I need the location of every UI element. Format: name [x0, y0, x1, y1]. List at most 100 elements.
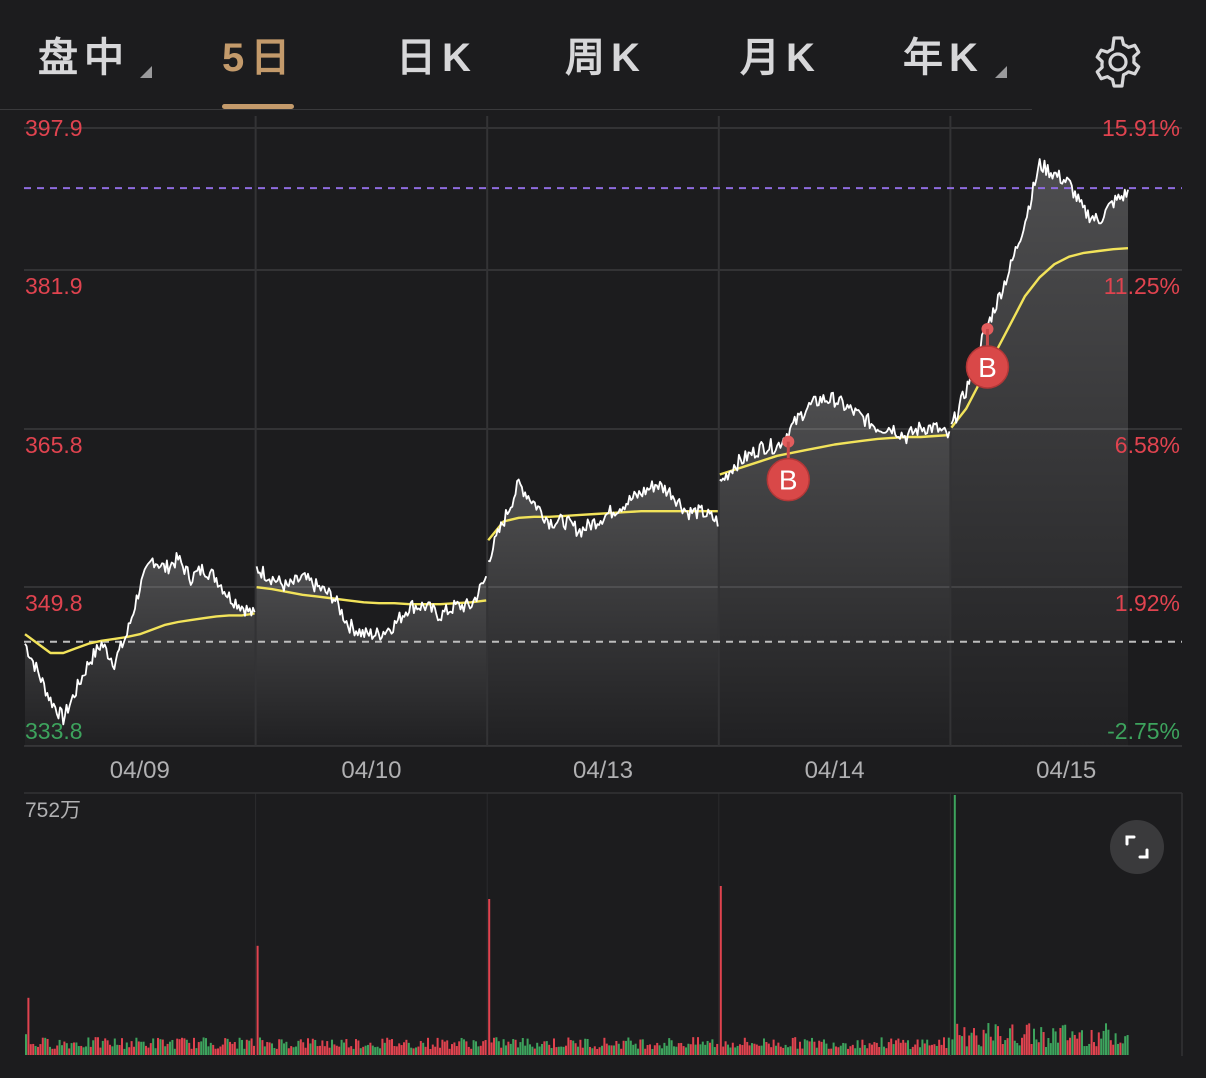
volume-bar [507, 1041, 510, 1055]
volume-bar [851, 1044, 854, 1055]
gear-icon[interactable] [1088, 32, 1148, 92]
tab-label: 年K [903, 36, 984, 80]
volume-bar [304, 1047, 307, 1055]
volume-bar [463, 1039, 465, 1055]
volume-bar [1100, 1038, 1103, 1055]
volume-bar [639, 1039, 642, 1055]
volume-bar [188, 1042, 191, 1055]
reference-lines [24, 187, 1182, 643]
volume-bar [687, 1043, 690, 1055]
volume-bar [731, 1042, 734, 1055]
volume-bar [340, 1039, 343, 1055]
tab-label: 日K [396, 36, 477, 80]
volume-bar [926, 1039, 929, 1055]
volume-bar [892, 1044, 895, 1055]
volume-bar [734, 1047, 737, 1055]
volume-bar [1073, 1034, 1076, 1055]
volume-bar [352, 1048, 355, 1055]
volume-bar [825, 1043, 828, 1055]
price-line [719, 391, 951, 482]
y-tick-label-left: 365.8 [25, 432, 83, 458]
volume-bar [1114, 1033, 1117, 1055]
volume-bar [27, 997, 30, 1055]
price-area-fill [25, 159, 1128, 746]
volume-bar [195, 1048, 198, 1055]
y-tick-label-right: 1.92% [1115, 590, 1180, 616]
volume-bar [839, 1045, 842, 1055]
volume-bar [1078, 1032, 1081, 1055]
price-line [950, 158, 1129, 425]
volume-bar [280, 1039, 283, 1055]
volume-bar [400, 1045, 403, 1055]
volume-bar [1124, 1036, 1127, 1055]
tab-intraday[interactable]: 盘中 [38, 30, 152, 86]
volume-bar [398, 1043, 401, 1055]
volume-bar [890, 1038, 893, 1055]
volume-bar [403, 1042, 405, 1055]
volume-bar [193, 1037, 195, 1055]
volume-bar [999, 1036, 1002, 1055]
tab-monthly-k[interactable]: 月K [740, 30, 821, 86]
volume-bar [328, 1047, 331, 1055]
volume-bar [1107, 1029, 1110, 1055]
volume-bar [914, 1044, 917, 1055]
volume-bar [1016, 1043, 1019, 1055]
volume-bar [509, 1043, 512, 1055]
volume-bar [49, 1046, 51, 1055]
volume-bar [649, 1044, 651, 1055]
volume-bar [169, 1041, 171, 1055]
tab-daily-k[interactable]: 日K [396, 30, 477, 86]
volume-bar [451, 1044, 453, 1055]
volume-bar [446, 1040, 449, 1055]
volume-bar [1001, 1044, 1004, 1055]
volume-bar [514, 1039, 517, 1055]
volume-bar [644, 1048, 647, 1055]
volume-bar [101, 1040, 104, 1055]
volume-bar [806, 1040, 809, 1055]
buy-badge [965, 345, 1010, 389]
volume-bar [758, 1045, 761, 1055]
volume-bar [355, 1039, 357, 1055]
buy-badge-label: B [779, 465, 798, 496]
price-area [256, 566, 487, 746]
tab-5day[interactable]: 5日 [222, 30, 296, 86]
volume-bar [505, 1045, 507, 1055]
volume-bar [701, 1041, 704, 1055]
trade-markers: BB [766, 322, 1010, 502]
buy-badge-label: B [978, 352, 997, 383]
y-tick-label-right: -2.75% [1107, 718, 1180, 744]
volume-bar [965, 1046, 968, 1055]
volume-bar [497, 1041, 500, 1055]
volume-bar [641, 1039, 644, 1055]
volume-bar [1119, 1042, 1122, 1055]
volume-bar [171, 1039, 174, 1055]
volume-bar [104, 1038, 107, 1055]
y-tick-label-left: 333.8 [25, 718, 83, 744]
volume-bar [994, 1024, 997, 1055]
volume-bar [548, 1044, 551, 1055]
volume-bar [885, 1048, 888, 1055]
volume-bar [601, 1045, 603, 1055]
tab-yearly-k[interactable]: 年K [903, 30, 1007, 86]
volume-bar [1081, 1030, 1083, 1055]
volume-bar [224, 1038, 227, 1055]
volume-bar [629, 1040, 632, 1055]
volume-bar [961, 1036, 963, 1055]
fullscreen-button[interactable] [1110, 820, 1164, 874]
volume-bar [388, 1039, 391, 1055]
volume-bar [675, 1046, 678, 1055]
volume-bar [724, 1041, 727, 1055]
volume-bar [77, 1046, 80, 1055]
volume-bar [743, 1037, 746, 1055]
volume-bar [362, 1046, 365, 1055]
x-tick-label: 04/13 [573, 757, 633, 784]
volume-bar [524, 1045, 527, 1055]
volume-bar [968, 1035, 971, 1055]
tab-weekly-k[interactable]: 周K [565, 30, 646, 86]
volume-bar [241, 1039, 243, 1055]
volume-bar [200, 1041, 203, 1055]
volume-bar [512, 1039, 515, 1055]
volume-bar [243, 1048, 246, 1055]
volume-bar [331, 1039, 333, 1055]
